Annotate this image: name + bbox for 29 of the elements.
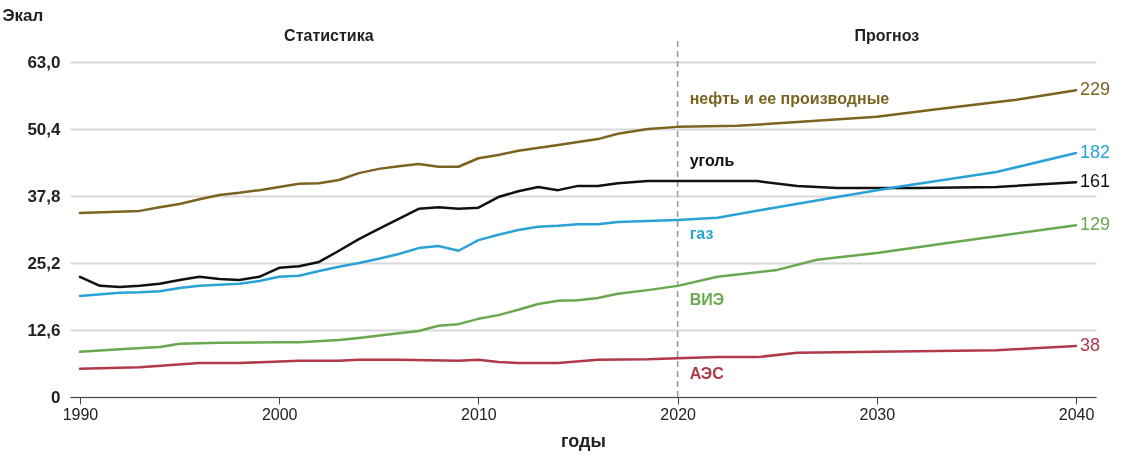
series-label: ВИЭ — [689, 290, 725, 308]
annotation: 161 — [1080, 171, 1111, 192]
y-tick-label: 63,0 — [27, 52, 61, 72]
annotation: 129 — [1080, 214, 1111, 235]
y-tick-label: 0 — [51, 387, 61, 407]
x-tick-label: 2000 — [261, 405, 298, 423]
y-tick-label: 50,4 — [27, 119, 62, 139]
x-tick-label: 2030 — [859, 405, 896, 423]
y-tick-label: 37,8 — [27, 186, 61, 206]
text: Статистика — [284, 27, 374, 44]
x-tick-label: 2020 — [660, 405, 697, 423]
y-tick-label: 12,6 — [27, 320, 61, 340]
annotation: 229 — [1080, 79, 1111, 100]
x-tick-label: 2040 — [1058, 405, 1095, 423]
series-label: нефть и ее производные — [689, 89, 890, 107]
y-axis-title: Экал — [2, 5, 44, 25]
series-label: АЭС — [689, 365, 725, 383]
line-series — [78, 88, 1078, 215]
text: Прогноз — [854, 27, 920, 44]
x-tick-label: 1990 — [62, 405, 99, 423]
annotation: 38 — [1080, 334, 1101, 355]
series-label: газ — [689, 224, 714, 242]
annotation: 182 — [1080, 141, 1111, 162]
x-tick-label: 2010 — [461, 405, 497, 423]
line-series — [78, 179, 1078, 289]
line-series — [78, 224, 1078, 354]
x-axis-title: годы — [561, 430, 606, 451]
y-tick-label: 25,2 — [27, 253, 61, 273]
series-label: уголь — [689, 152, 735, 170]
